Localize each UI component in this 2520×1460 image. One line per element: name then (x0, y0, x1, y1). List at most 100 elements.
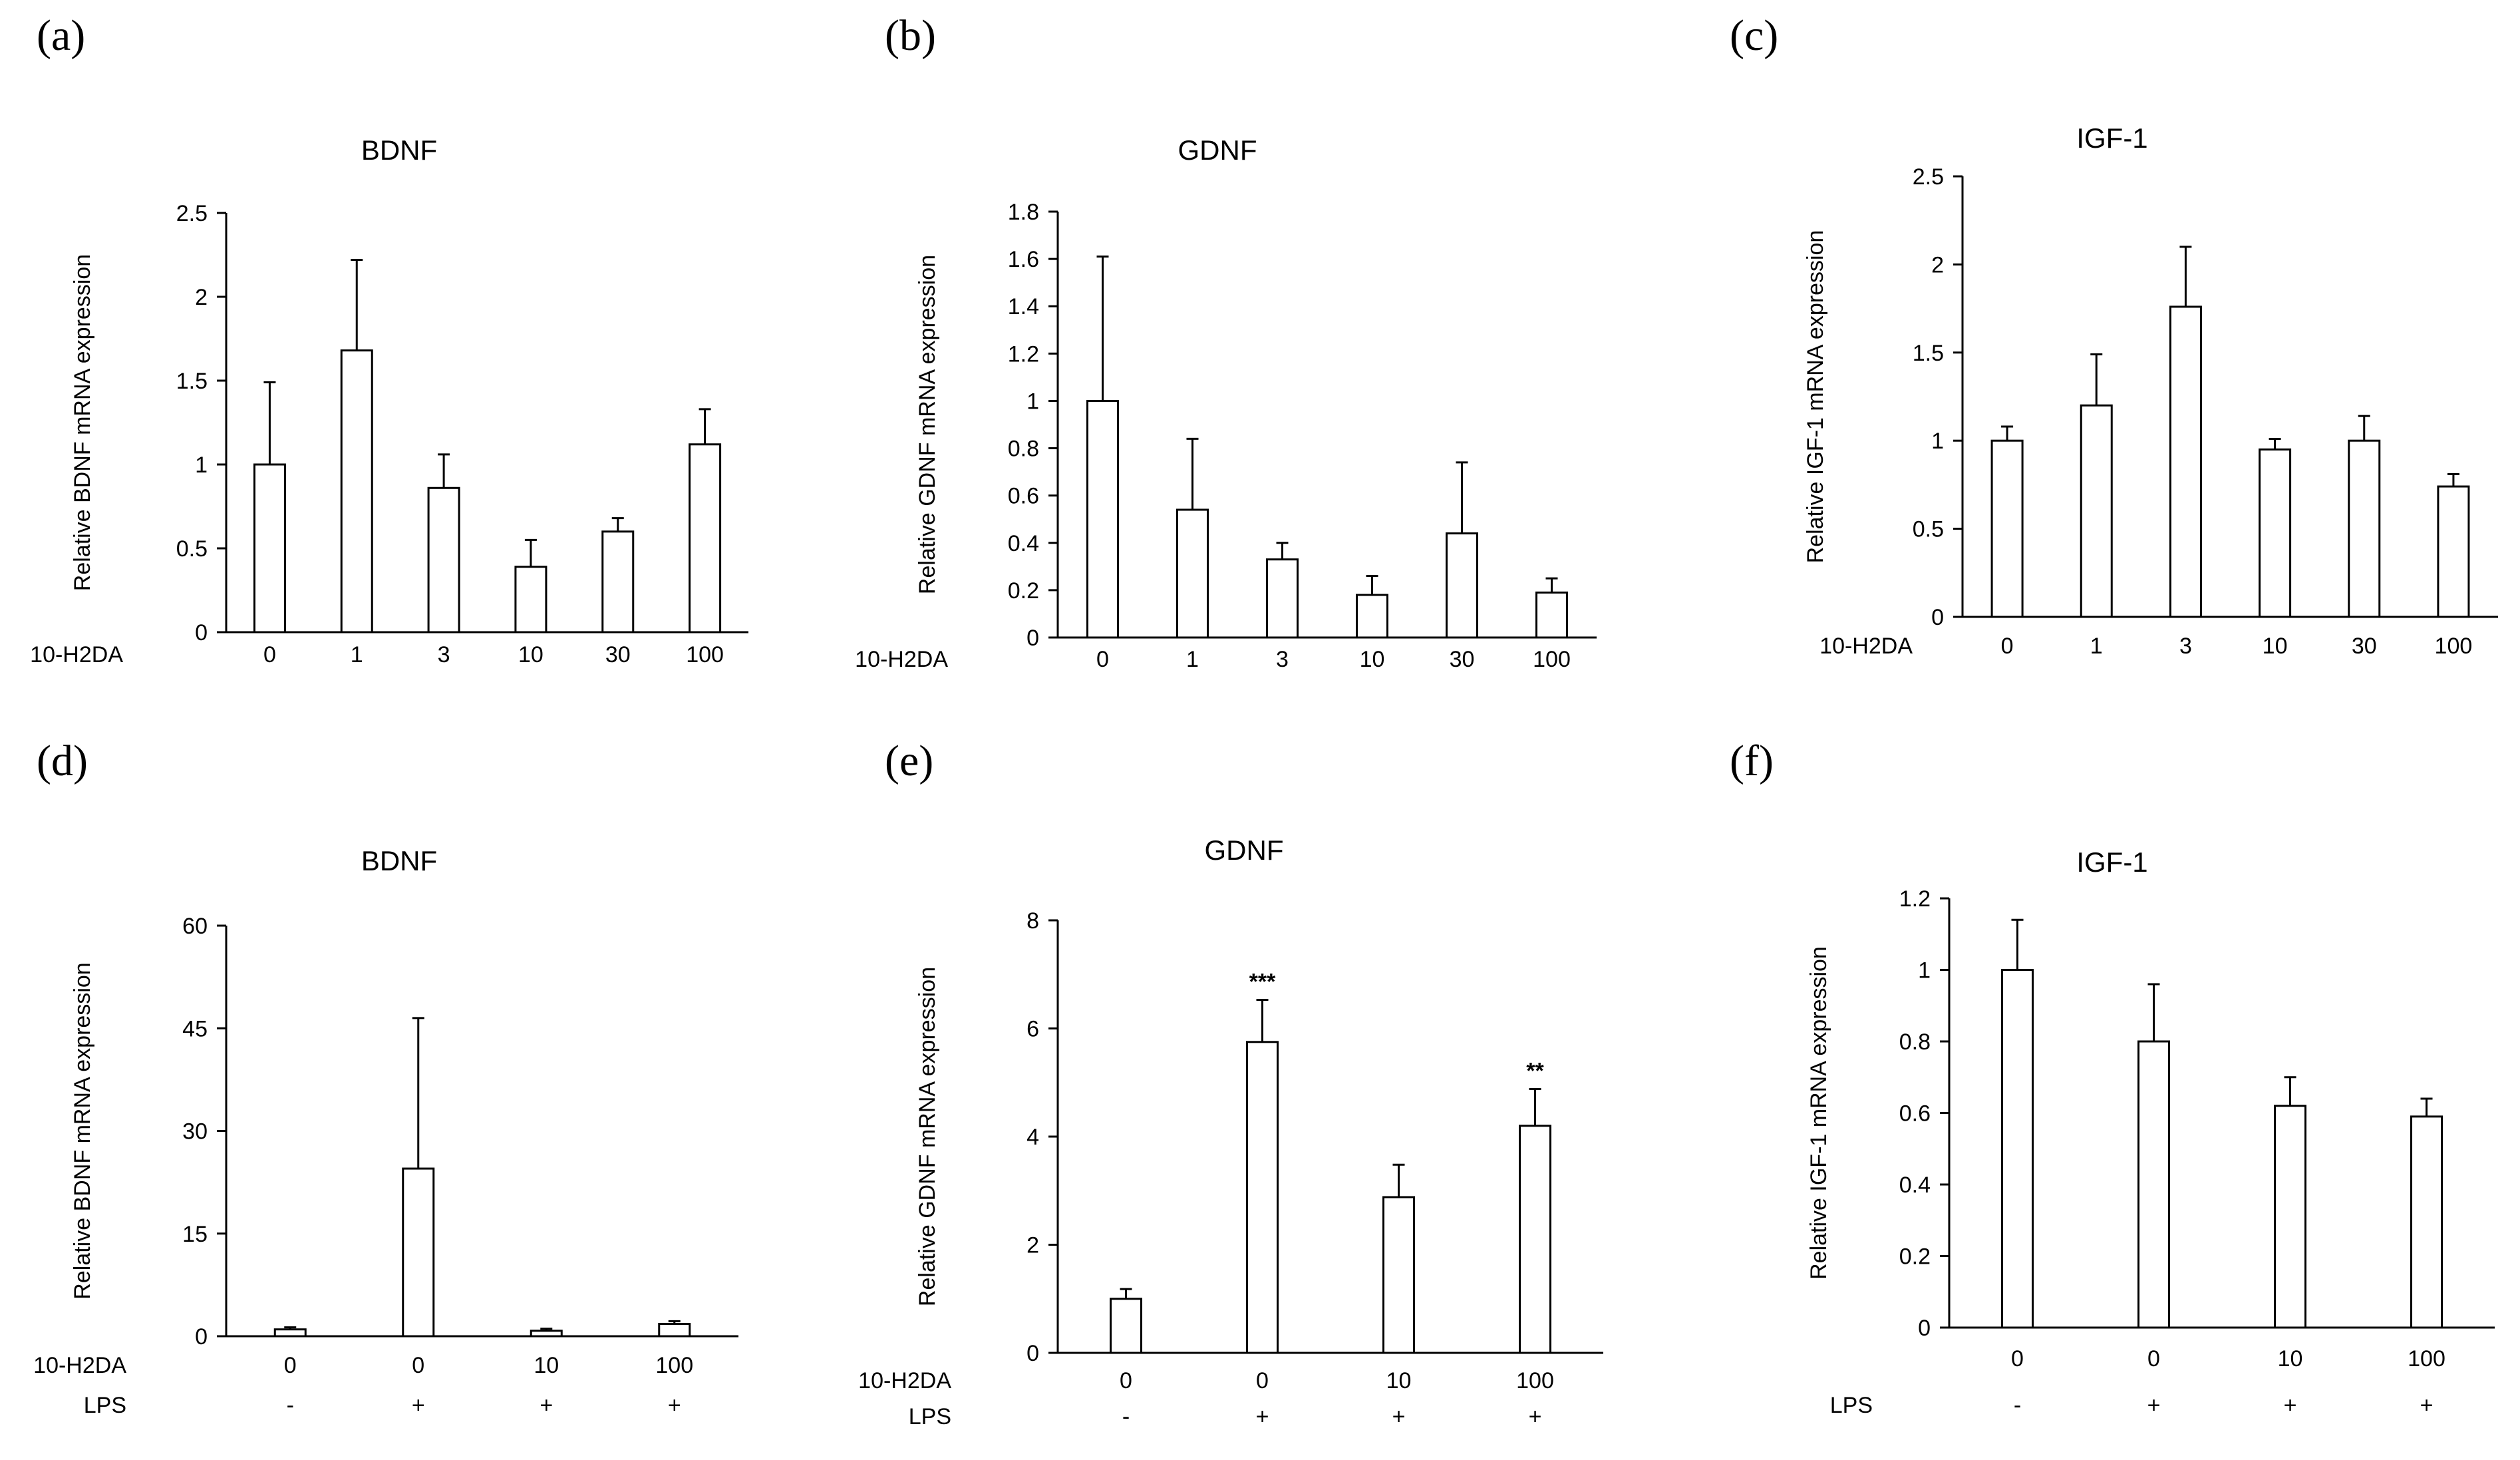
x-tick-label: 3 (438, 642, 450, 667)
y-tick-label: 0 (1918, 1316, 1931, 1341)
bar (273, 1328, 307, 1338)
significance-marker: ** (1526, 1059, 1544, 1084)
x-tick-label: 0 (284, 1353, 297, 1378)
y-tick-label: 2 (1026, 1233, 1039, 1258)
x-tick-label: 0 (2147, 1346, 2160, 1371)
x-tick-label: 1 (1186, 647, 1199, 672)
chart-title: IGF-1 (2076, 846, 2147, 878)
y-tick-label: 0.5 (1913, 517, 1944, 542)
bar (514, 566, 548, 634)
y-axis-label: Relative BDNF mRNA expression (70, 962, 95, 1299)
chart-title: BDNF (361, 845, 437, 876)
y-tick-label: 1.2 (1008, 341, 1039, 367)
y-tick-label: 1.5 (1913, 341, 1944, 366)
y-tick-label: 60 (182, 914, 208, 939)
x-tick-label: 0 (2001, 634, 2014, 659)
row-label: LPS (1830, 1393, 1873, 1418)
y-tick-label: 1 (195, 453, 208, 478)
y-axis-label: Relative IGF-1 mRNA expression (1803, 230, 1828, 564)
bar (1519, 1125, 1551, 1354)
y-tick-label: 0.4 (1008, 531, 1039, 556)
chart-title: GDNF (1205, 834, 1284, 866)
y-tick-label: 0.8 (1899, 1029, 1931, 1055)
y-tick-label: 4 (1026, 1125, 1039, 1150)
x-tick-label: 30 (1450, 647, 1475, 672)
bar (1110, 1298, 1142, 1354)
y-tick-label: 30 (182, 1119, 208, 1145)
lps-marker: + (668, 1393, 681, 1418)
panel-label: (a) (37, 11, 85, 60)
y-tick-label: 0 (195, 620, 208, 645)
bar (1535, 591, 1568, 639)
row-label: 10-H2DA (33, 1353, 126, 1378)
panel-label: (b) (885, 11, 936, 60)
y-tick-label: 1 (1931, 429, 1944, 454)
x-tick-label: 1 (351, 642, 363, 667)
x-tick-label: 10 (534, 1353, 559, 1378)
x-tick-label: 30 (2352, 634, 2377, 659)
x-tick-label: 1 (2090, 634, 2103, 659)
y-tick-label: 1.4 (1008, 294, 1039, 319)
bar (2169, 305, 2202, 618)
y-tick-label: 2 (195, 285, 208, 310)
lps-marker: + (2284, 1393, 2297, 1418)
lps-marker: + (1392, 1404, 1406, 1429)
bar (2348, 439, 2381, 618)
lps-marker: + (1529, 1404, 1542, 1429)
lps-marker: + (1256, 1404, 1269, 1429)
x-tick-label: 10 (518, 642, 544, 667)
row-label: 10-H2DA (855, 647, 948, 672)
y-tick-label: 0.2 (1899, 1244, 1931, 1270)
y-tick-label: 0.6 (1899, 1101, 1931, 1127)
bar (253, 463, 286, 634)
bar (1176, 508, 1209, 639)
y-tick-label: 0 (1026, 1341, 1039, 1366)
significance-marker: *** (1249, 969, 1276, 994)
bar (402, 1167, 435, 1338)
x-tick-label: 3 (2179, 634, 2192, 659)
chart-title: IGF-1 (2076, 122, 2147, 154)
bar (1356, 594, 1388, 639)
row-label: LPS (84, 1393, 126, 1418)
x-tick-label: 100 (686, 642, 724, 667)
y-axis-label: Relative GDNF mRNA expression (915, 255, 940, 594)
y-tick-label: 0.6 (1008, 484, 1039, 509)
x-tick-label: 0 (263, 642, 276, 667)
x-tick-label: 30 (605, 642, 631, 667)
y-tick-label: 1 (1026, 389, 1039, 414)
y-tick-label: 8 (1026, 908, 1039, 934)
x-tick-label: 100 (2435, 634, 2473, 659)
y-tick-label: 45 (182, 1016, 208, 1041)
x-tick-label: 3 (1276, 647, 1289, 672)
y-tick-label: 2.5 (176, 201, 208, 226)
y-tick-label: 0.8 (1008, 437, 1039, 462)
x-tick-label: 0 (1096, 647, 1109, 672)
y-axis-label: Relative IGF-1 mRNA expression (1806, 946, 1831, 1280)
y-tick-label: 1.6 (1008, 247, 1039, 272)
x-tick-label: 100 (1533, 647, 1571, 672)
bar (2274, 1105, 2306, 1329)
y-tick-label: 15 (182, 1222, 208, 1247)
y-tick-label: 1.8 (1008, 200, 1039, 225)
bar (1086, 399, 1119, 639)
x-tick-label: 10 (1386, 1368, 1412, 1393)
y-axis-label: Relative BDNF mRNA expression (70, 254, 95, 591)
x-tick-label: 0 (1256, 1368, 1269, 1393)
lps-marker: - (1122, 1404, 1130, 1429)
bar (427, 486, 460, 634)
y-tick-label: 1 (1918, 958, 1931, 984)
y-tick-label: 1.2 (1899, 886, 1931, 912)
y-tick-label: 2.5 (1913, 164, 1944, 190)
row-label: 10-H2DA (30, 642, 123, 667)
y-tick-label: 6 (1026, 1017, 1039, 1042)
chart-title: BDNF (361, 134, 437, 166)
panel-label: (f) (1730, 737, 1774, 785)
bar (601, 530, 635, 634)
lps-marker: + (540, 1393, 553, 1418)
lps-marker: + (2420, 1393, 2434, 1418)
x-tick-label: 0 (1120, 1368, 1132, 1393)
chart-panel-a: (a) BDNF Relative BDNF mRNA expression 0 0.5… (30, 11, 748, 667)
x-tick-label: 100 (2408, 1346, 2445, 1371)
y-tick-label: 0.2 (1008, 578, 1039, 604)
lps-marker: + (2147, 1393, 2161, 1418)
